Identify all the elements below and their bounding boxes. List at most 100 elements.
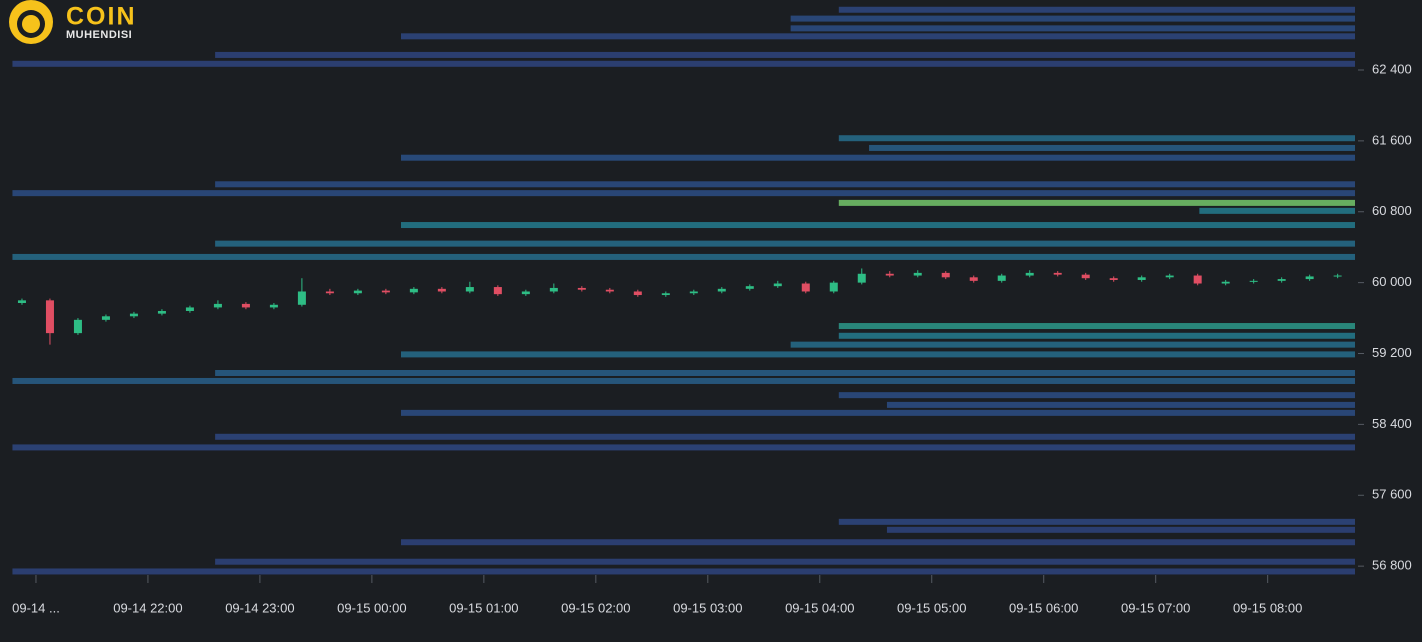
x-tick-label: 09-15 01:00 bbox=[449, 600, 518, 615]
x-tick-label: 09-15 04:00 bbox=[785, 600, 854, 615]
x-tick-label: 09-14 ... bbox=[12, 600, 60, 615]
candle-body bbox=[1277, 279, 1286, 281]
heat-band bbox=[838, 135, 1355, 142]
heat-band bbox=[400, 154, 1355, 161]
candle-body bbox=[829, 282, 838, 292]
heat-band bbox=[12, 377, 1356, 384]
candle-body bbox=[437, 288, 446, 292]
candle-body bbox=[969, 277, 978, 281]
candle-body bbox=[493, 287, 502, 295]
candle-body bbox=[241, 303, 250, 308]
heat-band bbox=[400, 539, 1355, 546]
heat-band bbox=[215, 51, 1355, 58]
x-tick-label: 09-15 08:00 bbox=[1233, 600, 1302, 615]
heat-band bbox=[838, 6, 1355, 13]
candle-body bbox=[465, 287, 474, 292]
brand-tagline: MUHENDISI bbox=[66, 29, 132, 41]
heat-band bbox=[215, 558, 1355, 565]
candles bbox=[17, 268, 1342, 345]
candle-body bbox=[409, 288, 418, 293]
candle-body bbox=[605, 289, 614, 292]
heat-band bbox=[400, 222, 1355, 229]
heat-band bbox=[400, 33, 1355, 40]
candle-body bbox=[1193, 275, 1202, 284]
candle-body bbox=[213, 303, 222, 308]
candle-body bbox=[185, 307, 194, 311]
heat-band bbox=[12, 253, 1356, 260]
candle-body bbox=[17, 300, 26, 304]
heatmap bbox=[12, 6, 1356, 575]
candle-body bbox=[661, 293, 670, 296]
candle-body bbox=[997, 275, 1006, 281]
candle-body bbox=[1053, 272, 1062, 275]
heat-band bbox=[886, 526, 1355, 533]
candle-body bbox=[45, 300, 54, 334]
logo-coin bbox=[22, 15, 40, 33]
candle-body bbox=[549, 287, 558, 292]
heat-band bbox=[869, 144, 1355, 151]
candle-body bbox=[941, 272, 950, 278]
heat-band bbox=[12, 60, 1356, 67]
heat-band bbox=[215, 369, 1355, 376]
x-tick-label: 09-15 02:00 bbox=[561, 600, 630, 615]
heat-band bbox=[838, 323, 1355, 330]
candle-body bbox=[1025, 272, 1034, 276]
y-tick-label: 62 400 bbox=[1372, 61, 1412, 76]
candle-body bbox=[297, 291, 306, 305]
candle-body bbox=[577, 287, 586, 290]
candle-body bbox=[129, 313, 138, 317]
heat-band bbox=[12, 444, 1356, 451]
candle-body bbox=[1333, 275, 1342, 277]
candle-body bbox=[101, 316, 110, 320]
brand-name: COIN bbox=[66, 3, 137, 31]
heat-band bbox=[12, 568, 1356, 575]
x-tick-label: 09-14 22:00 bbox=[113, 600, 182, 615]
candle-body bbox=[689, 291, 698, 294]
heat-band bbox=[886, 401, 1355, 408]
heat-band bbox=[12, 190, 1356, 197]
heat-band bbox=[790, 341, 1355, 348]
heat-band bbox=[400, 351, 1355, 358]
candle-body bbox=[1221, 281, 1230, 284]
logo: COIN MUHENDISI bbox=[9, 0, 137, 44]
x-tick-label: 09-15 00:00 bbox=[337, 600, 406, 615]
y-tick-label: 56 800 bbox=[1372, 558, 1412, 573]
heat-band bbox=[790, 15, 1355, 22]
candle-body bbox=[913, 272, 922, 276]
candle-body bbox=[633, 291, 642, 296]
x-tick-label: 09-15 05:00 bbox=[897, 600, 966, 615]
candle-body bbox=[1137, 277, 1146, 280]
candle-body bbox=[73, 319, 82, 334]
candle-body bbox=[381, 290, 390, 293]
y-tick-label: 60 800 bbox=[1372, 203, 1412, 218]
candle-body bbox=[353, 290, 362, 294]
heat-band bbox=[790, 25, 1355, 32]
heat-band bbox=[400, 409, 1355, 416]
candle-body bbox=[857, 273, 866, 283]
candle-body bbox=[1305, 276, 1314, 280]
heat-band bbox=[215, 181, 1355, 188]
candle-body bbox=[885, 273, 894, 276]
candle-body bbox=[157, 310, 166, 314]
x-tick-label: 09-15 03:00 bbox=[673, 600, 742, 615]
heat-band bbox=[838, 392, 1355, 399]
y-tick-label: 61 600 bbox=[1372, 132, 1412, 147]
candle-body bbox=[745, 286, 754, 289]
candle-body bbox=[269, 304, 278, 308]
heat-band bbox=[838, 518, 1355, 525]
y-tick-label: 60 000 bbox=[1372, 274, 1412, 289]
y-tick-label: 57 600 bbox=[1372, 487, 1412, 502]
heat-band bbox=[215, 433, 1355, 440]
candle-body bbox=[801, 283, 810, 292]
heat-band bbox=[215, 240, 1355, 247]
candle-body bbox=[521, 291, 530, 295]
heat-band bbox=[838, 199, 1355, 206]
x-tick-label: 09-15 06:00 bbox=[1009, 600, 1078, 615]
candle-body bbox=[717, 288, 726, 292]
candle-body bbox=[1109, 278, 1118, 280]
x-tick-label: 09-15 07:00 bbox=[1121, 600, 1190, 615]
candle-body bbox=[325, 291, 334, 294]
y-tick-label: 58 400 bbox=[1372, 416, 1412, 431]
